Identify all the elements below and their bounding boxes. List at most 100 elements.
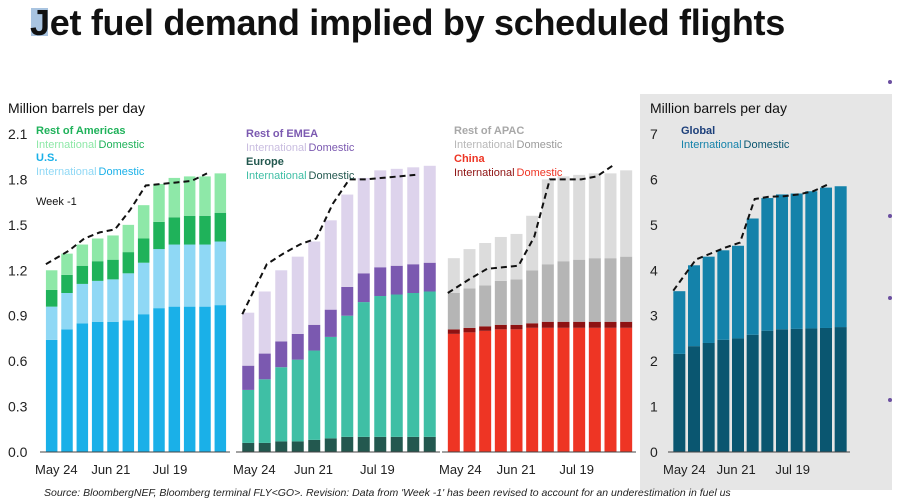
bar-segment [76,244,89,266]
bar-segment [732,245,744,339]
bar-segment [447,258,460,293]
bar-segment [620,327,633,452]
bar-segment [153,308,165,452]
bar-segment [168,217,181,245]
bar-segment [61,293,73,330]
bar-segment [374,436,387,452]
bar-segment [107,279,119,322]
bar-segment [407,167,420,265]
bar-segment [107,235,119,260]
bar-segment [776,329,788,452]
bar-segment [620,170,633,257]
bar-segment [510,329,523,452]
bar-segment [214,173,227,213]
bar-segment [526,270,539,324]
x-tick-label: Jun 21 [497,462,536,477]
source-note: Source: BloombergNEF, Bloomberg terminal… [44,487,731,499]
bar-segment [258,379,271,443]
x-tick-label: May 24 [35,462,78,477]
bar-segment [717,250,730,340]
bar-segment [494,236,507,281]
bar-segment [820,327,832,452]
y-tick-label: 2.1 [8,126,28,142]
legend-international: International [36,166,97,178]
bar-segment [526,215,539,271]
bar-segment [620,321,633,328]
bar-segment [702,256,715,343]
bar-segment [820,187,832,328]
bar-segment [183,176,196,216]
x-tick-label: May 24 [233,462,276,477]
bar-segment [137,262,150,315]
bar-segment [526,327,539,452]
y-tick-label: 0.0 [8,444,28,460]
legend-domestic: Domestic [744,139,790,151]
bar-segment [291,441,304,452]
bar-segment [91,321,104,452]
bar-segment [168,244,181,307]
bar-segment [308,350,321,440]
bar-segment [61,329,73,452]
bar-segment [479,285,492,327]
bar-segment [557,321,570,328]
y-tick-label: 0.9 [8,308,28,324]
x-tick-label: Jul 19 [775,462,810,477]
bar-segment [761,198,774,331]
bar-segment [242,389,255,443]
bar-segment [407,436,420,452]
x-tick-label: Jun 21 [717,462,756,477]
bar-segment [407,293,420,437]
week-minus-1-line [447,164,614,294]
legend-title: U.S. [36,152,57,164]
bar-segment [510,233,523,280]
bar-segment [390,265,403,295]
bar-segment [308,439,321,452]
bar-segment [447,333,460,452]
x-tick-label: Jun 21 [91,462,130,477]
bar-segment [199,244,211,307]
bar-segment [153,221,165,250]
bar-segment [479,326,492,331]
bar-segment [153,249,165,309]
bar-segment [494,280,507,325]
bar-segment [341,286,354,316]
bar-segment [588,321,601,328]
bar-segment [510,279,523,325]
bar-segment [463,332,476,452]
bar-segment [790,193,803,329]
x-tick-label: May 24 [439,462,482,477]
bar-segment [541,321,554,328]
bar-segment [45,306,58,340]
bar-segment [423,436,436,452]
bar-segment [557,176,570,262]
y-tick-label: 0.3 [8,399,28,415]
bar-segment [717,339,730,452]
bar-segment [242,312,255,366]
bar-segment [275,367,288,442]
bar-segment [573,259,586,322]
bar-segment [732,338,744,452]
bar-segment [423,291,436,437]
bar-segment [423,262,436,292]
bar-segment [214,305,227,452]
bar-segment [673,291,686,354]
bar-segment [258,442,271,452]
legend-title: Europe [246,156,284,168]
bar-segment [122,224,135,253]
bar-segment [214,241,227,306]
bar-segment [702,342,715,452]
bar-segment [557,327,570,452]
bar-segment [308,241,321,325]
y-tick-label: 2 [650,353,658,369]
bar-segment [423,165,436,263]
bar-segment [463,249,476,289]
bar-segment [107,259,119,280]
bar-segment [291,359,304,442]
legend-domestic: Domestic [99,139,145,151]
week-minus-1-line [672,183,829,292]
legend-title: Rest of Americas [36,125,125,137]
bar-segment [834,186,847,328]
bar-segment [573,321,586,328]
bar-segment [688,265,700,347]
x-tick-label: May 24 [663,462,706,477]
